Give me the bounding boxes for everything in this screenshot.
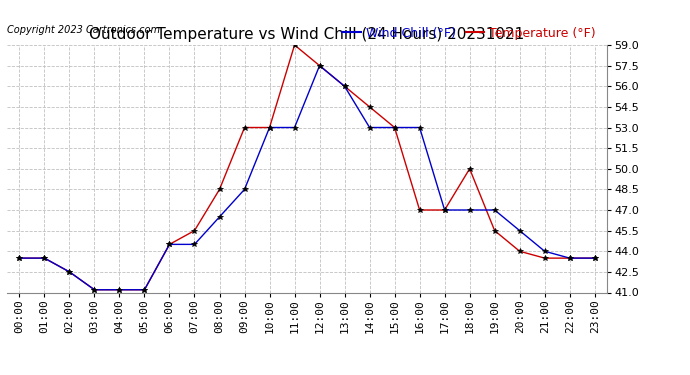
Legend: Wind Chill (°F), Temperature (°F): Wind Chill (°F), Temperature (°F) [337, 21, 601, 45]
Title: Outdoor Temperature vs Wind Chill (24 Hours) 20231021: Outdoor Temperature vs Wind Chill (24 Ho… [90, 27, 524, 42]
Text: Copyright 2023 Cartronics.com: Copyright 2023 Cartronics.com [7, 25, 160, 35]
